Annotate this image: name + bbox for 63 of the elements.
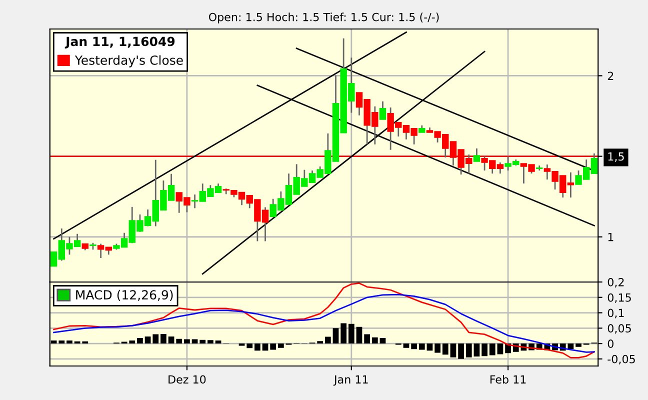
bar [168, 336, 174, 344]
bar [482, 344, 488, 356]
chart-subtitle: Open: 1.5 Hoch: 1.5 Tief: 1.5 Cur: 1.5 (-/-) [208, 12, 439, 24]
bar [317, 341, 324, 344]
bar [426, 344, 433, 351]
bar [450, 344, 456, 358]
bar [137, 338, 143, 344]
y-tick-label: 1,5 [608, 152, 624, 162]
bar [184, 339, 190, 344]
bar [489, 344, 496, 356]
bar [160, 334, 166, 344]
bar [458, 344, 464, 359]
x-tick-label: Feb 11 [490, 375, 526, 384]
bar [129, 340, 136, 344]
bar [152, 334, 159, 344]
candlestick [379, 100, 386, 120]
bar [348, 324, 354, 344]
bar [380, 338, 386, 344]
y-tick-label: 0,1 [608, 308, 624, 318]
legend-label: Yesterday's Close [74, 55, 183, 68]
bar [192, 339, 198, 344]
bar [215, 340, 222, 344]
bar [144, 336, 151, 344]
bar [497, 344, 504, 354]
bar [324, 336, 331, 344]
y-tick-label: -0,05 [608, 354, 635, 364]
bar [58, 340, 65, 344]
bar [466, 344, 472, 358]
bar [66, 340, 72, 344]
bar [340, 323, 347, 344]
bar [364, 334, 370, 344]
x-tick-label: Jan 11 [333, 375, 368, 386]
annotation: Jan 11, 1,16049 [64, 36, 175, 48]
x-tick-label: Dez 10 [168, 375, 206, 384]
bar [418, 344, 425, 350]
bar [576, 344, 582, 347]
y-tick-label: 0,05 [608, 324, 631, 334]
y-tick-label: 2 [608, 72, 614, 80]
line-series [53, 282, 595, 358]
bar [332, 328, 339, 344]
bar [356, 326, 362, 344]
bar [262, 344, 268, 351]
candlestick [473, 148, 480, 162]
bar [176, 338, 182, 344]
bar [208, 340, 214, 344]
bar [278, 344, 284, 348]
bar [254, 344, 260, 351]
bar [474, 344, 480, 356]
y-tick-label: 0 [608, 340, 614, 348]
bar [411, 344, 417, 350]
y-tick-label: 0,2 [608, 278, 624, 288]
bar [270, 344, 276, 350]
bar [246, 344, 253, 348]
bar [82, 341, 88, 344]
y-tick-label: 0,15 [608, 293, 631, 303]
annotation: MACD (12,26,9) [76, 290, 173, 302]
bar [434, 344, 440, 353]
bar [200, 340, 206, 344]
bar [442, 344, 448, 355]
y-tick-label: 1 [608, 233, 614, 242]
bar [568, 344, 574, 350]
bar [403, 344, 410, 348]
bar [372, 337, 378, 344]
